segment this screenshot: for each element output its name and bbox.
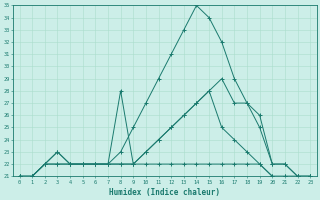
X-axis label: Humidex (Indice chaleur): Humidex (Indice chaleur) [109,188,220,197]
